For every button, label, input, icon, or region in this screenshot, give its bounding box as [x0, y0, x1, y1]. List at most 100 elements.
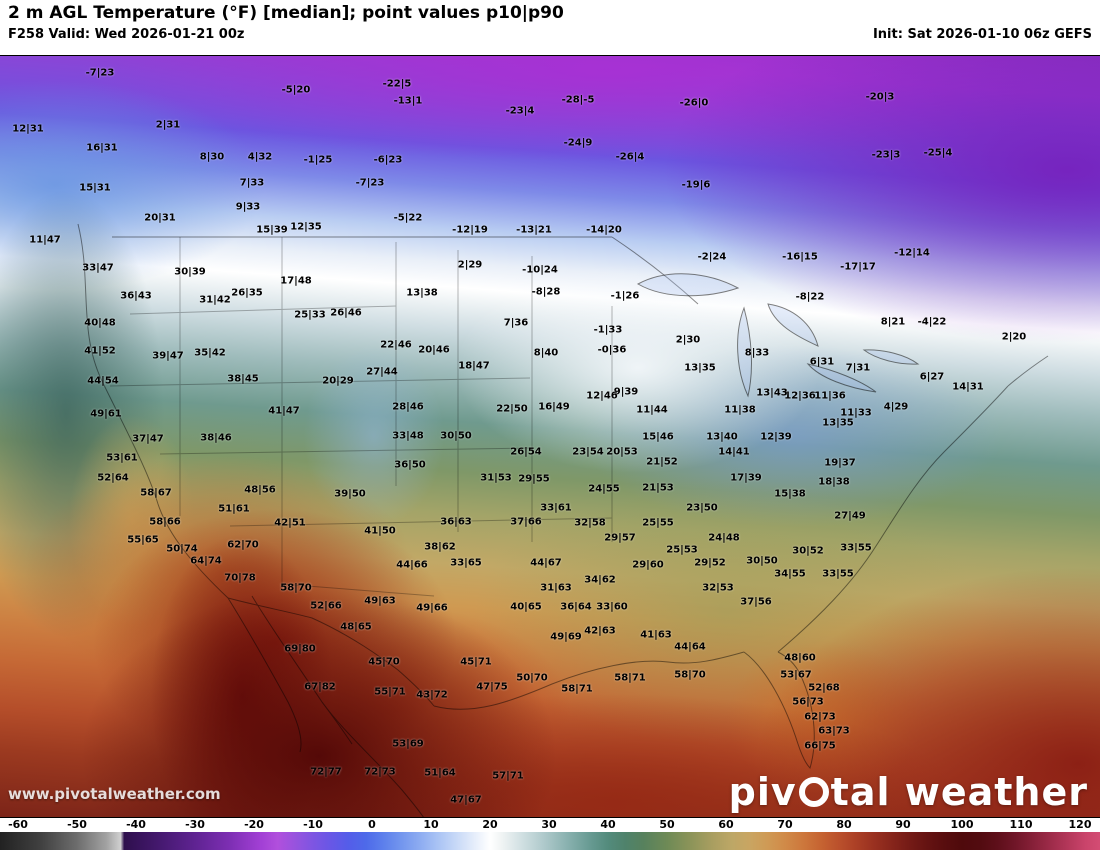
- point-value: -26|0: [679, 97, 709, 109]
- map-subheader: F258 Valid: Wed 2026-01-21 00z Init: Sat…: [8, 27, 1092, 42]
- point-value: 42|51: [274, 517, 306, 529]
- point-value: 50|74: [166, 543, 198, 555]
- pivotal-weather-logo: piv tal weather: [729, 773, 1088, 811]
- point-value: -26|4: [615, 151, 645, 163]
- point-value: 63|73: [818, 725, 850, 737]
- point-value: 51|61: [218, 503, 250, 515]
- point-value: 12|36: [784, 390, 816, 402]
- point-value: 7|31: [845, 362, 871, 374]
- point-value: 6|27: [919, 371, 945, 383]
- temperature-map[interactable]: -7|23 -5|20 -22|5 -13|1 -23|4 -28|-5 -26|0 -20|…: [0, 55, 1100, 819]
- point-value: -22|5: [382, 78, 412, 90]
- point-value: -13|1: [393, 95, 423, 107]
- point-value: 21|52: [646, 456, 678, 468]
- point-value: 31|63: [540, 582, 572, 594]
- point-value: 34|55: [774, 568, 806, 580]
- valid-time-label: F258 Valid: Wed 2026-01-21 00z: [8, 27, 245, 42]
- point-value: 23|54: [572, 446, 604, 458]
- point-value: -12|14: [894, 247, 930, 259]
- point-value: 11|38: [724, 404, 756, 416]
- point-value: 47|75: [476, 681, 508, 693]
- point-value: 48|65: [340, 621, 372, 633]
- colorbar-tick-label: 50: [659, 818, 675, 831]
- point-value: 44|64: [674, 641, 706, 653]
- colorbar-tick-label: -50: [67, 818, 87, 831]
- colorbar-gradient: [0, 832, 1100, 850]
- point-value: 8|40: [533, 347, 559, 359]
- point-value: 18|38: [818, 476, 850, 488]
- point-value: 28|46: [392, 401, 424, 413]
- point-value: 14|41: [718, 446, 750, 458]
- colorbar-tick-label: 0: [368, 818, 376, 831]
- point-value: 58|70: [674, 669, 706, 681]
- point-value: 17|39: [730, 472, 762, 484]
- point-value: 15|38: [774, 488, 806, 500]
- point-value: 49|66: [416, 602, 448, 614]
- point-value: 12|46: [586, 390, 618, 402]
- point-value: -1|25: [303, 154, 333, 166]
- point-value: 20|31: [144, 212, 176, 224]
- point-value: 11|36: [814, 390, 846, 402]
- point-value: 26|35: [231, 287, 263, 299]
- point-value: 22|50: [496, 403, 528, 415]
- point-value: 32|53: [702, 582, 734, 594]
- point-value: 55|71: [374, 686, 406, 698]
- point-value: 20|46: [418, 344, 450, 356]
- point-value: 44|67: [530, 557, 562, 569]
- point-value: 7|36: [503, 317, 529, 329]
- point-value: 30|50: [440, 430, 472, 442]
- point-value: -24|9: [563, 137, 593, 149]
- point-value: 52|68: [808, 682, 840, 694]
- point-value: 21|53: [642, 482, 674, 494]
- point-value: 62|70: [227, 539, 259, 551]
- point-value: 11|44: [636, 404, 668, 416]
- point-value: 38|45: [227, 373, 259, 385]
- point-value: 2|30: [675, 334, 701, 346]
- point-value: 20|29: [322, 375, 354, 387]
- point-value: 41|50: [364, 525, 396, 537]
- point-value: 48|56: [244, 484, 276, 496]
- point-value: 39|50: [334, 488, 366, 500]
- point-value: 27|44: [366, 366, 398, 378]
- point-value: 32|58: [574, 517, 606, 529]
- point-value: 38|46: [200, 432, 232, 444]
- colorbar-tick-label: -40: [126, 818, 146, 831]
- logo-text-pre: piv: [728, 770, 797, 814]
- colorbar-tick-label: 60: [718, 818, 734, 831]
- point-value: 30|52: [792, 545, 824, 557]
- colorbar-tick-row: -60 -50 -40 -30 -20 -10 0 10 20 30 40 50 60 70 80 90 100…: [0, 818, 1100, 832]
- point-value: 11|33: [840, 407, 872, 419]
- point-value: 24|55: [588, 483, 620, 495]
- point-value: 58|71: [614, 672, 646, 684]
- point-value: 39|47: [152, 350, 184, 362]
- colorbar: -60 -50 -40 -30 -20 -10 0 10 20 30 40 50 60 70 80 90 100…: [0, 818, 1100, 850]
- point-value: 33|65: [450, 557, 482, 569]
- logo-text-post: tal weather: [830, 770, 1088, 814]
- point-value: 13|35: [822, 417, 854, 429]
- point-value: -1|26: [610, 290, 640, 302]
- point-value: 12|39: [760, 431, 792, 443]
- point-value: 56|73: [792, 696, 824, 708]
- point-value: 36|43: [120, 290, 152, 302]
- colorbar-tick-label: 90: [895, 818, 911, 831]
- point-value: 37|66: [510, 516, 542, 528]
- point-value: 4|32: [247, 151, 273, 163]
- point-value: 70|78: [224, 572, 256, 584]
- point-value: 41|63: [640, 629, 672, 641]
- point-value: 29|52: [694, 557, 726, 569]
- point-value: -14|20: [586, 224, 622, 236]
- point-value: -19|6: [681, 179, 711, 191]
- point-value: 8|30: [199, 151, 225, 163]
- logo-o-icon: [798, 777, 829, 807]
- point-value: 36|50: [394, 459, 426, 471]
- point-value: 53|69: [392, 738, 424, 750]
- point-value: -16|15: [782, 251, 818, 263]
- point-value: 42|63: [584, 625, 616, 637]
- point-value: 33|60: [596, 601, 628, 613]
- point-value: 2|29: [457, 259, 483, 271]
- point-value: 58|70: [280, 582, 312, 594]
- point-value: -7|23: [85, 67, 115, 79]
- point-value: 47|67: [450, 794, 482, 806]
- point-value: 52|66: [310, 600, 342, 612]
- point-value: 4|29: [883, 401, 909, 413]
